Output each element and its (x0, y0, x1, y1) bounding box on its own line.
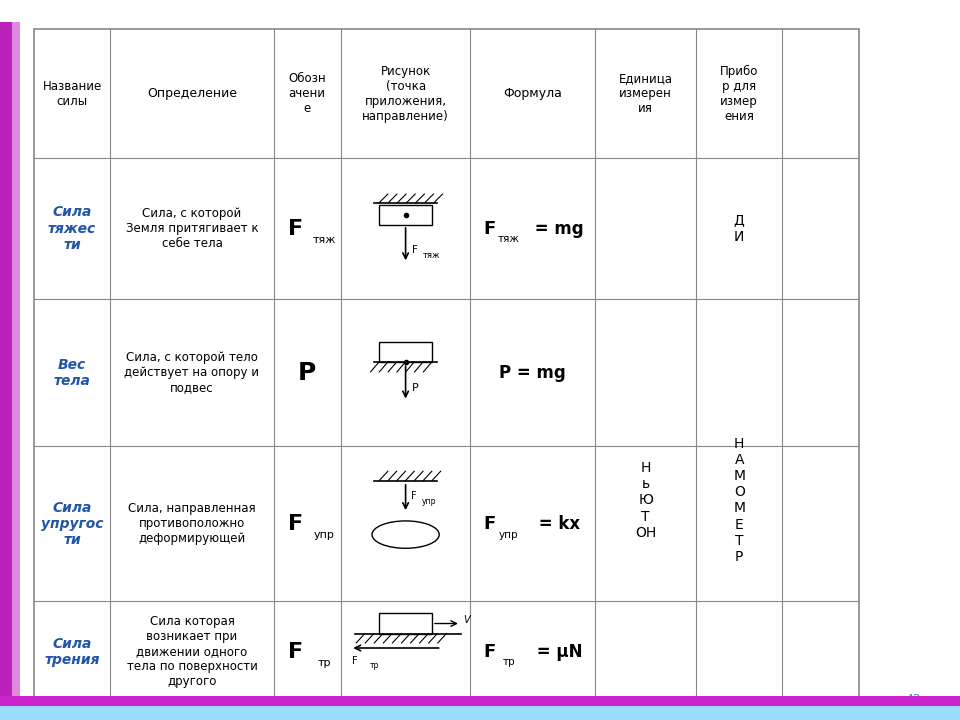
Text: Определение: Определение (147, 87, 237, 100)
Text: F: F (484, 642, 495, 661)
Text: Сила
упругос
ти: Сила упругос ти (40, 500, 104, 547)
Text: тр: тр (318, 658, 331, 668)
Bar (12, 22, 20, 702)
Text: упр: упр (499, 530, 518, 539)
Bar (379, 204, 432, 225)
Text: упр: упр (422, 497, 437, 506)
Text: тр: тр (502, 657, 516, 667)
Text: Сила, с которой тело
действует на опору и
подвес: Сила, с которой тело действует на опору … (125, 351, 259, 394)
Text: тр: тр (370, 662, 379, 670)
Text: Сила, с которой
Земля притягивает к
себе тела: Сила, с которой Земля притягивает к себе… (126, 207, 258, 250)
Text: F: F (288, 219, 303, 238)
Text: P: P (413, 384, 420, 393)
Bar (34, 29, 859, 702)
Text: Обозн
ачени
е: Обозн ачени е (288, 72, 326, 115)
Text: V: V (464, 615, 470, 625)
Text: Сила, направленная
противоположно
деформирующей: Сила, направленная противоположно деформ… (129, 503, 255, 545)
Text: F: F (288, 514, 303, 534)
Text: Название
силы: Название силы (42, 80, 102, 107)
Text: Вес
тела: Вес тела (54, 358, 90, 387)
Text: тяж: тяж (498, 235, 519, 244)
Text: = mg: = mg (530, 220, 584, 238)
Text: F: F (411, 492, 417, 501)
Bar (0, 696, 960, 706)
Text: = kx: = kx (533, 515, 581, 533)
Bar (379, 613, 432, 634)
Bar (0, 22, 12, 702)
Text: Н
ь
Ю
Т
ОН: Н ь Ю Т ОН (635, 461, 657, 540)
Text: тяж: тяж (422, 251, 441, 260)
Text: P: P (298, 361, 317, 384)
Bar (0, 704, 960, 720)
Text: F: F (413, 246, 419, 255)
Text: Прибо
р для
измер
ения: Прибо р для измер ения (720, 65, 758, 122)
Text: Д
И: Д И (733, 214, 745, 243)
Text: Формула: Формула (503, 87, 563, 100)
Text: Сила
трения: Сила трения (44, 636, 100, 667)
Text: 42: 42 (906, 693, 922, 706)
Text: F: F (484, 220, 495, 238)
Text: = μN: = μN (531, 642, 583, 661)
Text: Рисунок
(точка
приложения,
направление): Рисунок (точка приложения, направление) (362, 65, 449, 122)
Text: F: F (352, 656, 358, 666)
Bar (379, 342, 432, 362)
Text: Единица
измерен
ия: Единица измерен ия (618, 72, 673, 115)
Text: Н
А
М
О
М
Е
Т
Р: Н А М О М Е Т Р (733, 437, 745, 564)
Text: Сила
тяжес
ти: Сила тяжес ти (48, 205, 96, 252)
Text: упр: упр (314, 531, 335, 540)
Text: Сила которая
возникает при
движении одного
тела по поверхности
другого: Сила которая возникает при движении одно… (127, 615, 257, 688)
Text: F: F (288, 642, 303, 662)
Text: P = mg: P = mg (499, 364, 566, 382)
Text: F: F (484, 515, 495, 533)
Text: тяж: тяж (313, 235, 336, 245)
